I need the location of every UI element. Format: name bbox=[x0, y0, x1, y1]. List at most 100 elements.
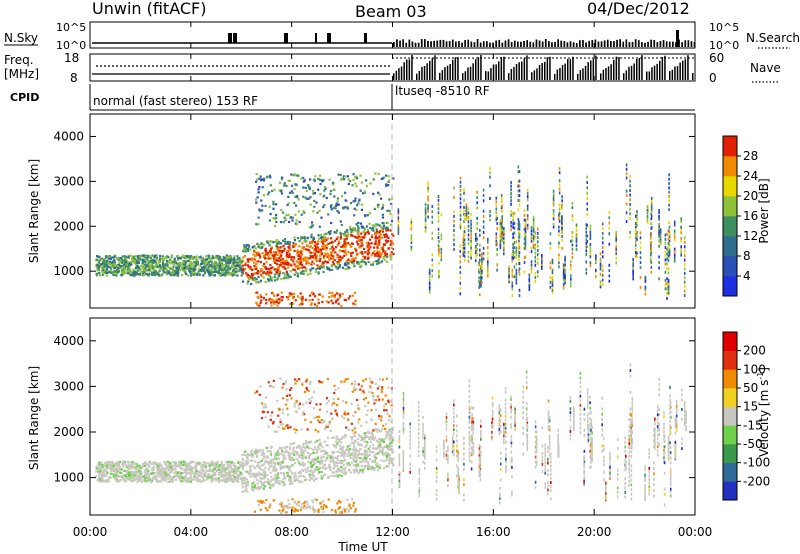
echo-cell bbox=[369, 226, 372, 230]
echo-cell bbox=[287, 195, 290, 198]
echo-cell bbox=[489, 175, 491, 179]
echo-cell bbox=[437, 236, 440, 240]
echo-cell bbox=[526, 191, 529, 195]
echo-cell bbox=[440, 233, 443, 237]
echo-cell bbox=[518, 224, 521, 228]
echo-cell bbox=[515, 278, 518, 282]
echo-cell bbox=[410, 245, 413, 249]
echo-cell bbox=[314, 295, 317, 298]
echo-cell bbox=[184, 474, 187, 477]
echo-cell bbox=[324, 232, 327, 235]
echo-cell bbox=[258, 471, 261, 474]
echo-cell bbox=[249, 277, 252, 280]
noise-search-bar bbox=[408, 39, 411, 47]
echo-cell bbox=[410, 234, 413, 238]
echo-cell bbox=[571, 243, 574, 247]
echo-cell bbox=[311, 221, 314, 224]
echo-cell bbox=[152, 463, 155, 466]
echo-cell bbox=[142, 272, 145, 275]
echo-cell bbox=[518, 189, 521, 193]
nave-bar bbox=[395, 70, 398, 80]
echo-cell bbox=[397, 224, 400, 228]
echo-cell bbox=[322, 261, 325, 264]
echo-cell bbox=[518, 184, 521, 188]
echo-cell bbox=[113, 261, 116, 264]
echo-cell bbox=[673, 253, 676, 257]
echo-cell bbox=[218, 268, 221, 271]
nave-bar bbox=[546, 57, 549, 80]
echo-cell bbox=[101, 273, 104, 276]
echo-cell bbox=[105, 467, 108, 470]
noise-search-bar bbox=[625, 39, 628, 47]
echo-cell bbox=[532, 229, 535, 233]
echo-cell bbox=[217, 255, 220, 258]
echo-cell bbox=[95, 264, 98, 267]
echo-cell bbox=[148, 272, 151, 275]
echo-cell bbox=[280, 296, 283, 299]
echo-cell bbox=[195, 263, 198, 266]
echo-cell bbox=[351, 230, 354, 233]
echo-cell bbox=[251, 268, 254, 271]
nave-bar bbox=[669, 71, 671, 80]
echo-cell bbox=[437, 199, 440, 202]
echo-cell bbox=[683, 245, 686, 249]
echo-cell bbox=[350, 228, 353, 231]
echo-cell bbox=[371, 224, 374, 227]
echo-cell bbox=[375, 228, 378, 231]
echo-cell bbox=[323, 463, 326, 466]
echo-cell bbox=[625, 220, 628, 223]
echo-cell bbox=[195, 260, 198, 264]
echo-cell bbox=[385, 174, 388, 177]
echo-cell bbox=[431, 258, 434, 262]
echo-cell bbox=[359, 174, 362, 177]
echo-cell bbox=[165, 268, 169, 271]
echo-cell bbox=[325, 238, 328, 242]
echo-cell bbox=[571, 214, 574, 218]
echo-cell bbox=[237, 257, 240, 260]
echo-cell bbox=[280, 299, 283, 302]
echo-cell bbox=[211, 266, 214, 269]
echo-cell bbox=[489, 214, 491, 218]
echo-cell bbox=[475, 233, 477, 236]
echo-cell bbox=[599, 272, 602, 276]
nave-tick-top: 60 bbox=[709, 51, 724, 65]
echo-cell bbox=[356, 243, 359, 246]
echo-cell bbox=[125, 265, 128, 268]
echo-cell bbox=[467, 259, 470, 263]
echo-cell bbox=[220, 268, 223, 271]
echo-cell bbox=[366, 231, 369, 234]
echo-cell bbox=[221, 273, 224, 276]
echo-cell bbox=[489, 184, 491, 188]
echo-cell bbox=[341, 447, 344, 450]
echo-cell bbox=[487, 257, 489, 261]
echo-cell bbox=[333, 259, 336, 262]
echo-cell bbox=[98, 461, 101, 464]
echo-cell bbox=[673, 250, 676, 254]
echo-cell bbox=[121, 255, 124, 258]
echo-cell bbox=[134, 255, 137, 258]
echo-cell bbox=[149, 266, 152, 269]
echo-cell bbox=[475, 247, 477, 251]
echo-cell bbox=[530, 236, 533, 240]
noise-search-bar bbox=[575, 42, 578, 47]
echo-cell bbox=[139, 255, 142, 258]
echo-cell bbox=[377, 428, 380, 431]
echo-cell bbox=[463, 220, 465, 223]
echo-cell bbox=[128, 271, 131, 274]
echo-cell bbox=[615, 245, 617, 249]
echo-cell bbox=[397, 226, 400, 230]
echo-cell bbox=[374, 436, 377, 439]
echo-cell bbox=[297, 255, 300, 258]
echo-cell bbox=[562, 265, 565, 269]
echo-cell bbox=[233, 257, 236, 260]
echo-cell bbox=[187, 471, 190, 475]
echo-cell bbox=[160, 257, 163, 260]
echo-cell bbox=[385, 184, 388, 187]
echo-cell bbox=[295, 174, 298, 177]
echo-cell bbox=[571, 201, 574, 205]
echo-cell bbox=[205, 258, 208, 261]
echo-cell bbox=[570, 274, 572, 278]
echo-cell bbox=[518, 239, 520, 243]
echo-cell bbox=[314, 462, 317, 465]
